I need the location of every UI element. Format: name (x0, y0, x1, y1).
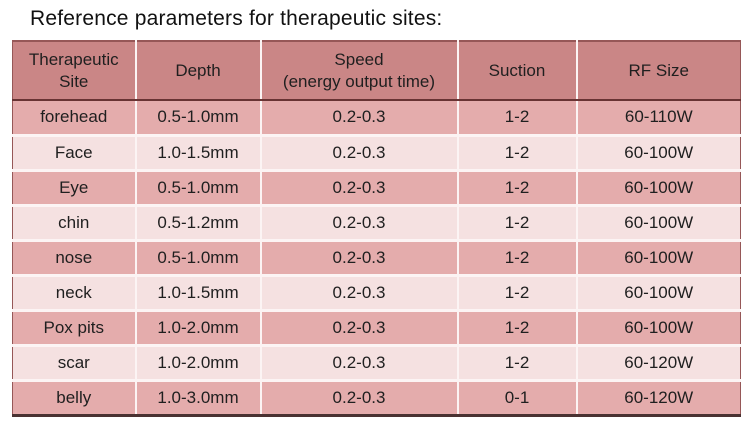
table-row: forehead 0.5-1.0mm 0.2-0.3 1-2 60-110W (12, 100, 741, 135)
cell-rf-size: 60-120W (575, 378, 741, 415)
column-header-sublabel: (energy output time) (282, 71, 436, 91)
table-row: Pox pits 1.0-2.0mm 0.2-0.3 1-2 60-100W (12, 308, 741, 345)
cell-speed: 0.2-0.3 (259, 168, 458, 205)
cell-rf-size: 60-100W (575, 133, 741, 170)
cell-speed: 0.2-0.3 (259, 378, 458, 415)
cell-depth: 0.5-1.0mm (134, 168, 261, 205)
cell-depth: 0.5-1.0mm (134, 238, 261, 275)
cell-site: forehead (12, 100, 136, 135)
cell-suction: 1-2 (456, 203, 577, 240)
cell-suction: 1-2 (456, 273, 577, 310)
column-header-speed: Speed (energy output time) (259, 41, 458, 101)
cell-rf-size: 60-120W (575, 343, 741, 380)
cell-depth: 0.5-1.2mm (134, 203, 261, 240)
cell-speed: 0.2-0.3 (259, 133, 458, 170)
cell-rf-size: 60-100W (575, 203, 741, 240)
cell-suction: 1-2 (456, 308, 577, 345)
cell-speed: 0.2-0.3 (259, 100, 458, 135)
cell-speed: 0.2-0.3 (259, 203, 458, 240)
cell-speed: 0.2-0.3 (259, 308, 458, 345)
column-header-label: Therapeutic Site (28, 50, 119, 91)
cell-suction: 1-2 (456, 100, 577, 135)
cell-suction: 1-2 (456, 168, 577, 205)
cell-site: belly (12, 378, 136, 415)
column-header-suction: Suction (456, 41, 577, 101)
cell-site: Eye (12, 168, 136, 205)
column-header-depth: Depth (134, 41, 261, 101)
cell-depth: 1.0-3.0mm (134, 378, 261, 415)
table-header: Therapeutic Site Depth Speed (energy out… (12, 41, 741, 101)
cell-depth: 1.0-2.0mm (134, 343, 261, 380)
cell-depth: 1.0-1.5mm (134, 273, 261, 310)
cell-site: chin (12, 203, 136, 240)
table-row: belly 1.0-3.0mm 0.2-0.3 0-1 60-120W (12, 378, 741, 415)
cell-rf-size: 60-100W (575, 238, 741, 275)
cell-suction: 0-1 (456, 378, 577, 415)
cell-speed: 0.2-0.3 (259, 238, 458, 275)
cell-site: Pox pits (12, 308, 136, 345)
cell-rf-size: 60-110W (575, 100, 741, 135)
cell-depth: 0.5-1.0mm (134, 100, 261, 135)
table-row: chin 0.5-1.2mm 0.2-0.3 1-2 60-100W (12, 203, 741, 240)
cell-depth: 1.0-2.0mm (134, 308, 261, 345)
parameters-table: Therapeutic Site Depth Speed (energy out… (12, 40, 741, 417)
cell-site: neck (12, 273, 136, 310)
table-row: nose 0.5-1.0mm 0.2-0.3 1-2 60-100W (12, 238, 741, 275)
cell-speed: 0.2-0.3 (259, 343, 458, 380)
page-title: Reference parameters for therapeutic sit… (30, 7, 443, 30)
column-header-label: RF Size (628, 60, 689, 80)
cell-site: scar (12, 343, 136, 380)
cell-depth: 1.0-1.5mm (134, 133, 261, 170)
cell-speed: 0.2-0.3 (259, 273, 458, 310)
cell-rf-size: 60-100W (575, 308, 741, 345)
table-row: neck 1.0-1.5mm 0.2-0.3 1-2 60-100W (12, 273, 741, 310)
column-header-label: Speed (334, 50, 384, 70)
table-row: scar 1.0-2.0mm 0.2-0.3 1-2 60-120W (12, 343, 741, 380)
column-header-therapeutic-site: Therapeutic Site (12, 41, 136, 101)
column-header-label: Suction (488, 60, 546, 80)
cell-suction: 1-2 (456, 133, 577, 170)
cell-rf-size: 60-100W (575, 273, 741, 310)
table-row: Face 1.0-1.5mm 0.2-0.3 1-2 60-100W (12, 133, 741, 170)
cell-suction: 1-2 (456, 238, 577, 275)
cell-site: Face (12, 133, 136, 170)
cell-site: nose (12, 238, 136, 275)
column-header-rf-size: RF Size (575, 41, 741, 101)
column-header-label: Depth (175, 60, 221, 80)
cell-suction: 1-2 (456, 343, 577, 380)
header-row: Therapeutic Site Depth Speed (energy out… (12, 41, 741, 101)
table-row: Eye 0.5-1.0mm 0.2-0.3 1-2 60-100W (12, 168, 741, 205)
table-body: forehead 0.5-1.0mm 0.2-0.3 1-2 60-110W Face 1.… (12, 100, 741, 415)
cell-rf-size: 60-100W (575, 168, 741, 205)
